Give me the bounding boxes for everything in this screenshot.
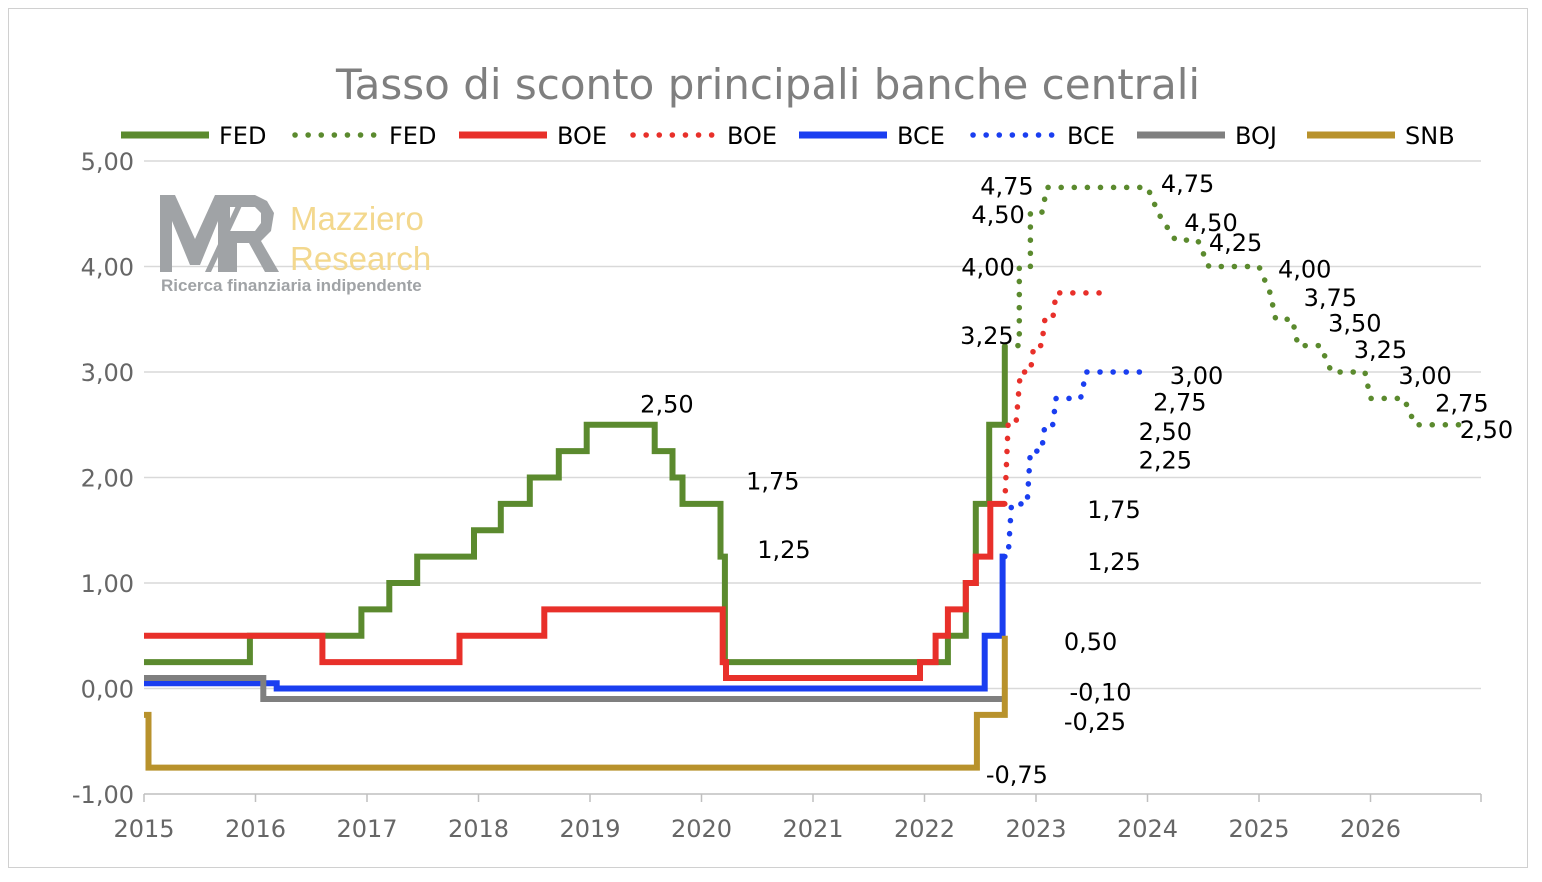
x-tick-label: 2024 <box>1117 815 1178 843</box>
data-label: 1,75 <box>746 468 799 496</box>
chart-frame: 5,00 4,00 3,00 2,00 1,00 0,00 -1,00 2015 2016 201… <box>8 8 1528 868</box>
legend-label: BOE <box>557 122 607 150</box>
series-line-boj-solid <box>144 675 1005 702</box>
chart-svg: 5,00 4,00 3,00 2,00 1,00 0,00 -1,00 2015 2016 201… <box>72 60 1513 843</box>
y-tick-label: -1,00 <box>72 781 134 809</box>
data-labels: 2,501,751,253,254,004,504,75 4,754,504,25… <box>640 170 1513 789</box>
data-label: 1,25 <box>1087 548 1140 576</box>
data-label: -0,25 <box>1064 708 1126 736</box>
data-label: 2,75 <box>1435 390 1488 418</box>
legend-label: BOJ <box>1235 122 1277 150</box>
data-label: 0,50 <box>1064 628 1117 656</box>
x-tick-label: 2015 <box>113 815 174 843</box>
series-line-bce-dotted <box>1002 369 1145 560</box>
x-tick-label: 2019 <box>559 815 620 843</box>
watermark-logo: Mazziero Research Ricerca finanziaria in… <box>160 195 431 295</box>
data-label: 3,00 <box>1398 362 1451 390</box>
series-line-boe-solid <box>144 500 1005 681</box>
x-tick-label: 2017 <box>336 815 397 843</box>
legend-label: BCE <box>897 122 945 150</box>
data-label: 4,00 <box>1278 256 1331 284</box>
y-tick-label: 0,00 <box>81 676 134 704</box>
data-label: 4,50 <box>1184 209 1237 237</box>
data-label: 3,25 <box>960 322 1013 350</box>
data-label: 2,25 <box>1139 447 1192 475</box>
legend-label: BOE <box>727 122 777 150</box>
data-label: 3,25 <box>1354 336 1407 364</box>
x-tick-label: 2020 <box>671 815 732 843</box>
x-tick-label: 2026 <box>1340 815 1401 843</box>
data-label: 2,50 <box>1460 416 1513 444</box>
chart-title: Tasso di sconto principali banche centra… <box>335 60 1200 109</box>
data-label: 2,50 <box>640 391 693 419</box>
data-label: 4,75 <box>980 172 1033 200</box>
x-tick-label: 2018 <box>448 815 509 843</box>
data-label: 2,50 <box>1139 418 1192 446</box>
x-tick-label: 2022 <box>894 815 955 843</box>
x-tick-label: 2023 <box>1005 815 1066 843</box>
watermark-name-line2: Research <box>290 240 431 277</box>
watermark-name-line1: Mazziero <box>290 200 424 237</box>
data-label: 3,75 <box>1304 284 1357 312</box>
series-line-bce-solid <box>144 553 1006 692</box>
data-label: 4,25 <box>1209 229 1262 257</box>
y-tick-label: 3,00 <box>81 359 134 387</box>
y-tick-label: 5,00 <box>81 148 134 176</box>
axes: 5,00 4,00 3,00 2,00 1,00 0,00 -1,00 2015 2016 201… <box>72 148 1482 843</box>
legend-label: FED <box>389 122 436 150</box>
data-label: 3,00 <box>1170 362 1223 390</box>
series-line-fed-solid <box>144 345 1008 666</box>
data-label: 1,25 <box>757 536 810 564</box>
legend-label: SNB <box>1405 122 1455 150</box>
y-tick-label: 1,00 <box>81 570 134 598</box>
legend: FED FED BOE BOE BCE BCE BOJ SNB <box>121 122 1455 150</box>
legend-label: FED <box>219 122 266 150</box>
x-tick-label: 2016 <box>225 815 286 843</box>
data-label: 2,75 <box>1153 389 1206 417</box>
x-tick-label: 2021 <box>782 815 843 843</box>
data-label: 4,50 <box>971 201 1024 229</box>
y-tick-label: 4,00 <box>81 254 134 282</box>
data-label: -0,10 <box>1069 679 1131 707</box>
data-label: 4,75 <box>1161 170 1214 198</box>
series-group <box>144 184 1472 771</box>
data-label: 3,50 <box>1328 309 1381 337</box>
series-line-snb-solid <box>144 635 1008 771</box>
data-label: -0,75 <box>986 761 1048 789</box>
x-tick-label: 2025 <box>1228 815 1289 843</box>
data-label: 4,00 <box>961 254 1014 282</box>
series-line-fed-dotted <box>1002 184 1472 428</box>
y-tick-label: 2,00 <box>81 465 134 493</box>
data-label: 1,75 <box>1087 496 1140 524</box>
watermark-tagline: Ricerca finanziaria indipendente <box>161 276 422 295</box>
legend-label: BCE <box>1067 122 1115 150</box>
mr-logo-icon <box>160 195 279 272</box>
